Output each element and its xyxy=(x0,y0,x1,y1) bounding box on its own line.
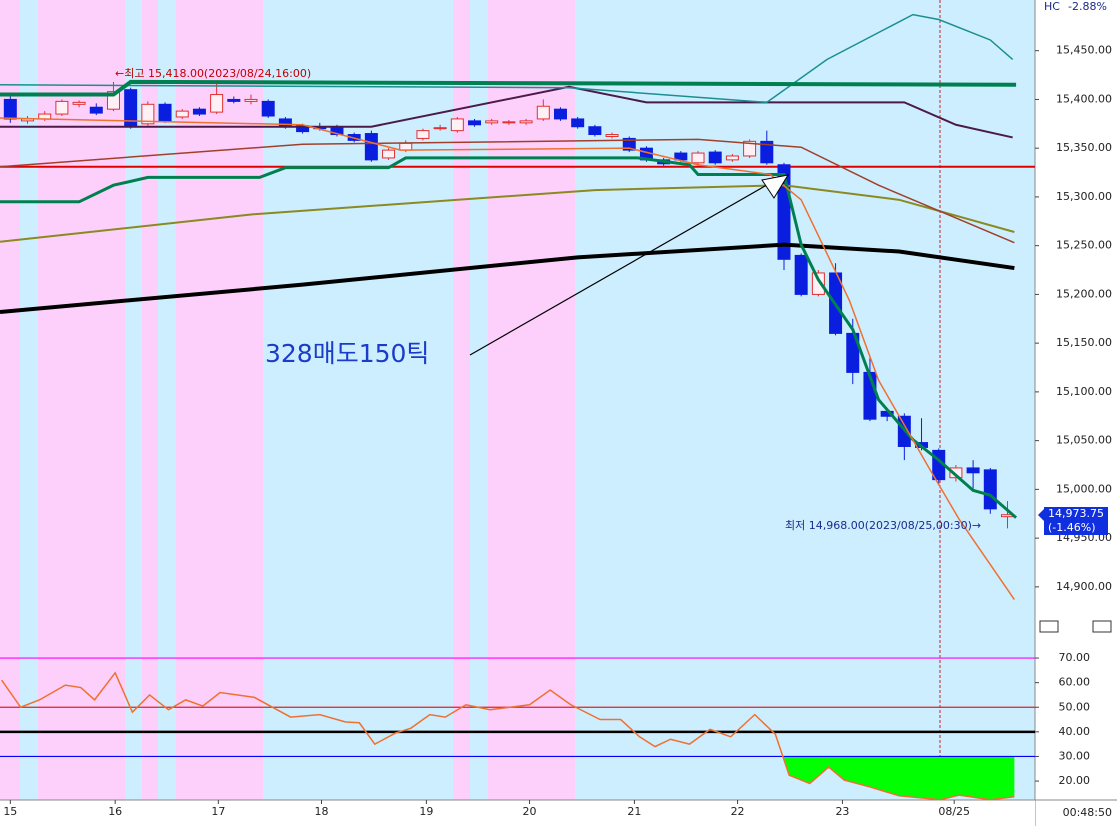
indicator-line xyxy=(0,242,1015,314)
candle-body xyxy=(536,105,550,120)
y-tick-label: 15,400.00 xyxy=(1056,92,1112,105)
y-tick-label: 14,900.00 xyxy=(1056,580,1112,593)
candle-body xyxy=(89,106,103,114)
candle-body xyxy=(949,467,963,479)
candle-body xyxy=(553,108,567,120)
candle-body xyxy=(983,469,997,510)
y-tick-label: 15,200.00 xyxy=(1056,287,1112,300)
candle-body xyxy=(811,272,825,295)
candle-body xyxy=(55,100,69,115)
y-tick-label: 15,100.00 xyxy=(1056,385,1112,398)
low-label: 최저 14,968.00(2023/08/25,00:30)→ xyxy=(785,519,981,532)
symbol-change: -2.88% xyxy=(1068,0,1107,13)
candle-body xyxy=(571,118,585,128)
candle-body xyxy=(794,254,808,295)
oscillator-line xyxy=(1,671,1015,801)
x-tick-label: 17 xyxy=(211,805,225,818)
high-label: ←최고 15,418.00(2023/08/24,16:00) xyxy=(115,67,311,80)
candle-body xyxy=(72,101,86,105)
candle-body xyxy=(485,120,499,124)
price-box xyxy=(1044,507,1108,535)
oversold-area xyxy=(1,756,1015,800)
icon[interactable] xyxy=(1039,620,1059,633)
x-tick-label: 21 xyxy=(627,805,641,818)
candle-body xyxy=(725,155,739,161)
last-change: (-1.46%) xyxy=(1048,521,1096,534)
y-tick-label: 15,150.00 xyxy=(1056,336,1112,349)
indicator-line xyxy=(0,117,1015,600)
x-tick-label: 23 xyxy=(835,805,849,818)
arrow-head xyxy=(761,174,790,199)
y-tick-label: 20.00 xyxy=(1059,774,1091,787)
candle-body xyxy=(605,134,619,137)
y-tick-label: 15,300.00 xyxy=(1056,190,1112,203)
time-axis xyxy=(0,800,1035,826)
candle-body xyxy=(364,133,378,161)
candle-body xyxy=(588,126,602,136)
candle-body xyxy=(519,120,533,124)
candle-body xyxy=(760,140,774,164)
toolbar-icons[interactable] xyxy=(1039,620,1112,633)
y-tick-label: 50.00 xyxy=(1059,700,1091,713)
candle-body xyxy=(743,140,757,157)
icon[interactable] xyxy=(1092,620,1112,633)
candle-body xyxy=(399,142,413,151)
indicator-line xyxy=(0,13,1014,104)
candle-body xyxy=(468,120,482,126)
candle-body xyxy=(244,98,258,102)
candle-body xyxy=(433,127,447,130)
oscillator-panel xyxy=(0,657,1035,801)
y-tick-label: 15,050.00 xyxy=(1056,434,1112,447)
session-bands xyxy=(0,0,575,800)
candle-body xyxy=(691,152,705,164)
x-tick-label: 20 xyxy=(523,805,537,818)
candle-body xyxy=(141,103,155,125)
candle-body xyxy=(3,98,17,120)
candle-body xyxy=(158,103,172,122)
annotation: 328매도150틱 xyxy=(265,339,429,368)
y-tick-label: 15,000.00 xyxy=(1056,482,1112,495)
y-tick-label: 15,350.00 xyxy=(1056,141,1112,154)
y-tick-label: 70.00 xyxy=(1059,651,1091,664)
last-price: 14,973.75 xyxy=(1048,507,1104,520)
candle-body xyxy=(708,151,722,164)
candle-body xyxy=(450,118,464,132)
candle-body xyxy=(227,98,241,102)
candle-body xyxy=(382,149,396,159)
candle-body xyxy=(261,100,275,117)
clock: 00:48:50 xyxy=(1063,806,1112,819)
annotation-arrow xyxy=(469,181,773,356)
candle-body xyxy=(192,108,206,115)
x-tick-label: 08/25 xyxy=(938,805,970,818)
candle-body xyxy=(278,118,292,128)
x-tick-label: 19 xyxy=(419,805,433,818)
x-tick-label: 15 xyxy=(3,805,17,818)
price-pointer xyxy=(1038,509,1044,521)
y-tick-label: 30.00 xyxy=(1059,749,1091,762)
candle-body xyxy=(622,137,636,151)
candle-body xyxy=(966,467,980,474)
y-tick-label: 40.00 xyxy=(1059,725,1091,738)
y-tick-label: 60.00 xyxy=(1059,676,1091,689)
indicator-line xyxy=(0,156,1018,519)
candle-body xyxy=(210,94,224,113)
symbol: HC xyxy=(1044,0,1060,13)
price-panel xyxy=(0,13,1035,600)
x-tick-label: 22 xyxy=(731,805,745,818)
candle-body xyxy=(175,110,189,118)
x-tick-label: 16 xyxy=(108,805,122,818)
candle-body xyxy=(416,130,430,139)
indicator-line xyxy=(0,85,1013,139)
y-tick-label: 15,250.00 xyxy=(1056,239,1112,252)
indicator-line xyxy=(0,184,1015,243)
axis-column xyxy=(1035,0,1117,826)
indicator-line xyxy=(0,138,1015,244)
x-tick-label: 18 xyxy=(315,805,329,818)
candle-body xyxy=(502,121,516,124)
indicator-line xyxy=(0,79,1017,97)
y-tick-label: 15,450.00 xyxy=(1056,44,1112,57)
